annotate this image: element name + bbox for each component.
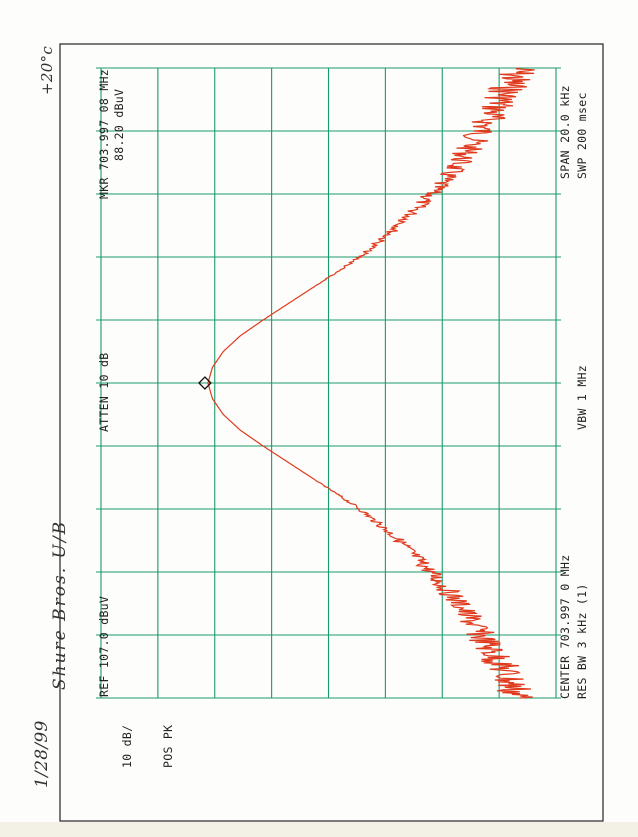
attenuation-label: ATTEN 10 dB — [97, 352, 111, 432]
video-bw-label: VBW 1 MHz — [575, 364, 589, 430]
ref-level-label: REF 107.0 dBuV — [97, 595, 111, 697]
marker-diamond — [198, 376, 212, 390]
center-frequency-label: CENTER 703.997 0 MHz — [558, 554, 572, 699]
scan-edge — [0, 822, 638, 837]
plot-frame — [59, 43, 604, 822]
marker-frequency-label: MKR 703.997 08 MHz — [97, 68, 111, 199]
grid-ticks — [96, 67, 561, 699]
handwritten-temperature: +20°c — [38, 45, 56, 95]
grid — [100, 67, 557, 699]
trace-line — [207, 67, 535, 699]
resolution-bw-label: RES BW 3 kHz (1) — [575, 583, 589, 699]
detector-label: POS PK — [161, 724, 175, 768]
handwritten-date: 1/28/99 — [32, 720, 52, 788]
marker-level-label: 88.20 dBuV — [112, 88, 126, 161]
handwritten-device: Shure Bros. U/B — [50, 519, 70, 690]
sweep-label: SWP 200 msec — [575, 92, 589, 179]
scale-label: 10 dB/ — [120, 724, 134, 768]
span-label: SPAN 20.0 kHz — [558, 85, 572, 179]
